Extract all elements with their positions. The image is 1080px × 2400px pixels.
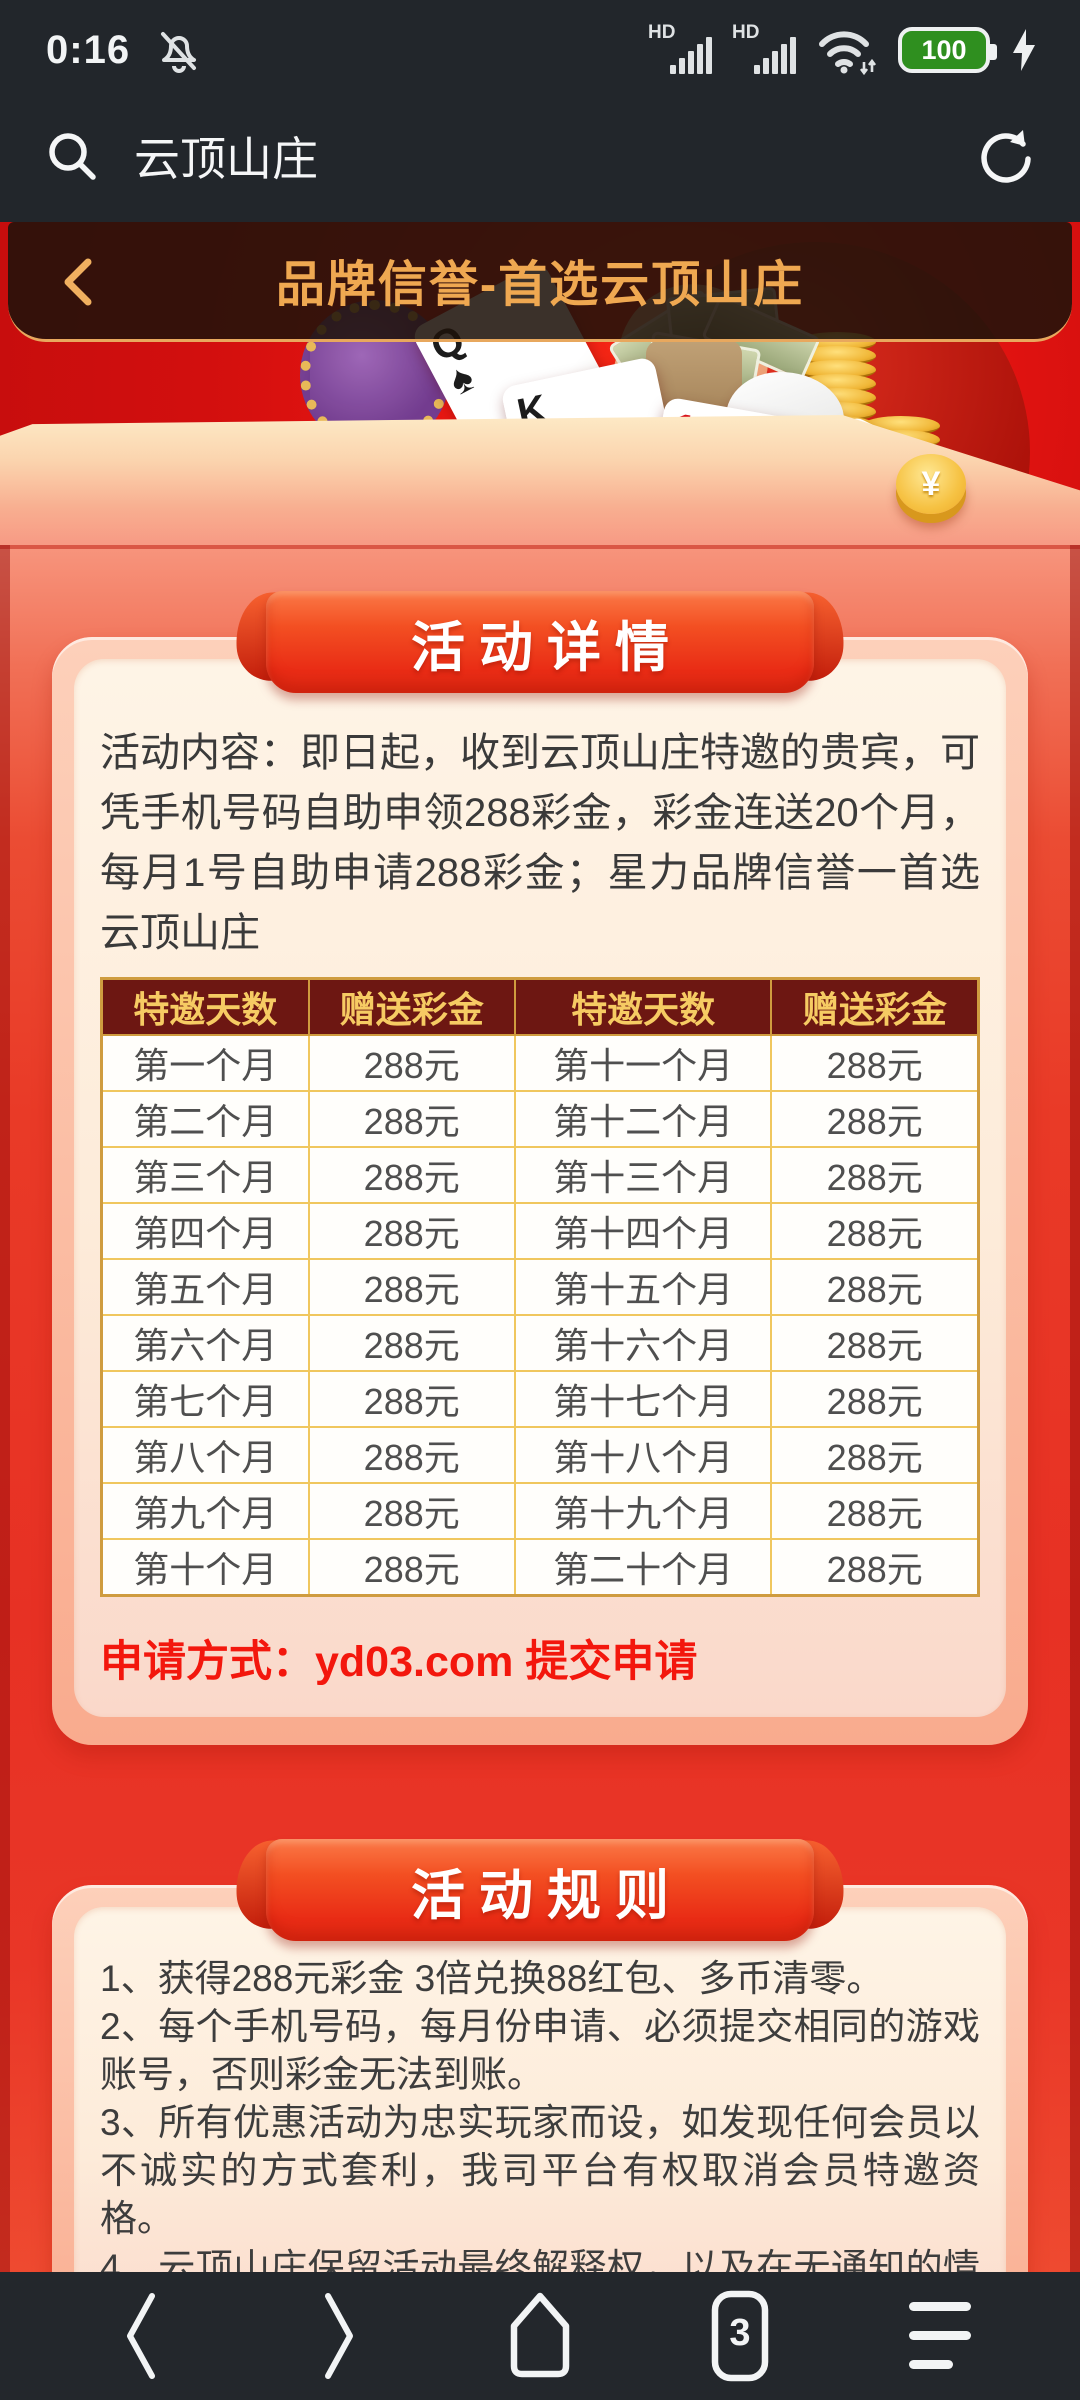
rules-list: 1、获得288元彩金 3倍兑换88红包、多币清零。 2、每个手机号码，每月份申请… [74, 1907, 1006, 2272]
activity-description: 活动内容：即日起，收到云顶山庄特邀的贵宾，可凭手机号码自助申领288彩金，彩金连… [100, 731, 980, 955]
nav-back-button[interactable] [80, 2286, 200, 2386]
bonus-cell: 288元 [770, 1258, 980, 1316]
month-cell: 第十一个月 [513, 1034, 773, 1092]
page-title: 品牌信誉-首选云顶山庄 [275, 258, 805, 312]
month-cell: 第十二个月 [513, 1090, 773, 1148]
rules-ribbon: 活动规则 [240, 1839, 840, 1941]
table-row: 第九个月 288元 第十九个月 288元 [100, 1482, 980, 1540]
back-button[interactable] [60, 256, 96, 308]
table-row: 第八个月 288元 第十八个月 288元 [100, 1426, 980, 1484]
charging-bolt-icon [1010, 27, 1038, 73]
bonus-cell: 288元 [770, 1370, 980, 1428]
table-row: 第三个月 288元 第十三个月 288元 [100, 1146, 980, 1204]
bonus-cell: 288元 [307, 1426, 516, 1484]
battery-percent: 100 [921, 34, 967, 65]
rule-item: 4、云顶山庄保留活动最终解释权，以及在无通知的情况下修改或终止活动的权利。 [100, 2246, 980, 2272]
nav-forward-button[interactable] [280, 2286, 400, 2386]
table-row: 第六个月 288元 第十六个月 288元 [100, 1314, 980, 1372]
hd-signal-icon-1: HD [648, 22, 712, 76]
mute-bell-icon [156, 26, 200, 74]
column-header: 赠送彩金 [770, 977, 980, 1036]
hero-image: ¥ Q♠ ♠ K♠ ♠ 10♦ ♦ A♦ ♦ $ $ ¥ [0, 222, 1080, 545]
month-cell: 第十个月 [100, 1538, 310, 1597]
table-row: 第七个月 288元 第十七个月 288元 [100, 1370, 980, 1428]
month-cell: 第六个月 [100, 1314, 310, 1372]
browser-address-bar[interactable]: 云顶山庄 [0, 90, 1080, 222]
month-cell: 第十五个月 [513, 1258, 773, 1316]
activity-rules-card: 活动规则 1、获得288元彩金 3倍兑换88红包、多币清零。 2、每个手机号码，… [52, 1839, 1028, 2272]
clock: 0:16 [46, 27, 131, 72]
month-cell: 第九个月 [100, 1482, 310, 1540]
page-header-banner: 品牌信誉-首选云顶山庄 [8, 222, 1072, 342]
refresh-icon[interactable] [976, 126, 1036, 186]
month-cell: 第五个月 [100, 1258, 310, 1316]
wifi-icon [816, 24, 878, 76]
nav-home-button[interactable] [480, 2286, 600, 2386]
rules-ribbon-title: 活动规则 [411, 1865, 683, 1926]
table-row: 第二个月 288元 第十二个月 288元 [100, 1090, 980, 1148]
table-row: 第十个月 288元 第二十个月 288元 [100, 1538, 980, 1597]
column-header: 特邀天数 [513, 977, 773, 1036]
bonus-table-header-row: 特邀天数 赠送彩金 特邀天数 赠送彩金 [100, 977, 980, 1036]
bonus-cell: 288元 [307, 1482, 516, 1540]
month-cell: 第十七个月 [513, 1370, 773, 1428]
month-cell: 第一个月 [100, 1034, 310, 1092]
rule-item: 2、每个手机号码，每月份申请、必须提交相同的游戏账号，否则彩金无法到账。 [100, 2006, 980, 2096]
hd-signal-icon-2: HD [732, 22, 796, 76]
battery-icon: 100 [898, 27, 997, 73]
bonus-cell: 288元 [770, 1034, 980, 1092]
month-cell: 第二个月 [100, 1090, 310, 1148]
nav-menu-button[interactable] [880, 2286, 1000, 2386]
bonus-cell: 288元 [307, 1314, 516, 1372]
status-bar: 0:16 HD HD [0, 0, 1080, 90]
rule-item: 1、获得288元彩金 3倍兑换88红包、多币清零。 [100, 1958, 884, 1999]
bonus-cell: 288元 [770, 1426, 980, 1484]
address-bar-query[interactable]: 云顶山庄 [134, 133, 318, 185]
bonus-cell: 288元 [307, 1370, 516, 1428]
details-ribbon: 活动详情 [240, 591, 840, 693]
status-icons: HD HD 100 [648, 22, 1038, 76]
bonus-cell: 288元 [307, 1258, 516, 1316]
month-cell: 第三个月 [100, 1146, 310, 1204]
month-cell: 第四个月 [100, 1202, 310, 1260]
gold-coin: ¥ [896, 454, 966, 514]
month-cell: 第二十个月 [513, 1538, 773, 1597]
month-cell: 第十九个月 [513, 1482, 773, 1540]
promo-content: 活动详情 活动内容：即日起，收到云顶山庄特邀的贵宾，可凭手机号码自助申领288彩… [0, 545, 1080, 2272]
nav-tabs-button[interactable]: 3 [680, 2286, 800, 2386]
bonus-cell: 288元 [770, 1314, 980, 1372]
bonus-cell: 288元 [307, 1034, 516, 1092]
month-cell: 第七个月 [100, 1370, 310, 1428]
month-cell: 第十六个月 [513, 1314, 773, 1372]
month-cell: 第十八个月 [513, 1426, 773, 1484]
bonus-cell: 288元 [770, 1202, 980, 1260]
bonus-cell: 288元 [770, 1482, 980, 1540]
month-cell: 第十三个月 [513, 1146, 773, 1204]
month-cell: 第十四个月 [513, 1202, 773, 1260]
bonus-cell: 288元 [770, 1090, 980, 1148]
bonus-cell: 288元 [307, 1090, 516, 1148]
bonus-cell: 288元 [770, 1538, 980, 1597]
rule-item: 3、所有优惠活动为忠实玩家而设，如发现任何会员以不诚实的方式套利，我司平台有权取… [100, 2102, 980, 2240]
bonus-cell: 288元 [307, 1538, 516, 1597]
column-header: 特邀天数 [100, 977, 310, 1036]
activity-details-card: 活动详情 活动内容：即日起，收到云顶山庄特邀的贵宾，可凭手机号码自助申领288彩… [52, 591, 1028, 1745]
bonus-cell: 288元 [307, 1202, 516, 1260]
column-header: 赠送彩金 [307, 977, 516, 1036]
bonus-cell: 288元 [770, 1146, 980, 1204]
bonus-table: 特邀天数 赠送彩金 特邀天数 赠送彩金 第一个月 288元 第十一个月 [100, 977, 980, 1597]
left-edge-shade [0, 545, 10, 2272]
table-row: 第一个月 288元 第十一个月 288元 [100, 1034, 980, 1092]
search-icon[interactable] [44, 128, 100, 184]
table-row: 第五个月 288元 第十五个月 288元 [100, 1258, 980, 1316]
browser-nav-bar: 3 [0, 2272, 1080, 2400]
apply-method-line: 申请方式：yd03.com 提交申请 [100, 1638, 698, 1686]
month-cell: 第八个月 [100, 1426, 310, 1484]
table-row: 第四个月 288元 第十四个月 288元 [100, 1202, 980, 1260]
bonus-cell: 288元 [307, 1146, 516, 1204]
tab-count: 3 [729, 2312, 751, 2354]
details-ribbon-title: 活动详情 [411, 617, 683, 678]
right-edge-shade [1070, 545, 1080, 2272]
